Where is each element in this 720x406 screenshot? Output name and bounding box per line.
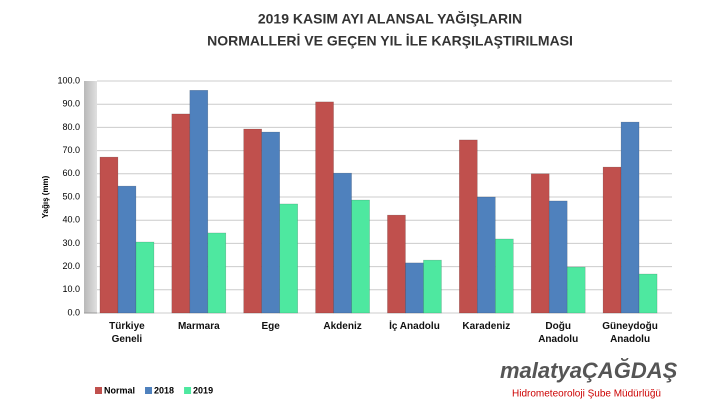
bar	[135, 241, 155, 314]
bar	[279, 203, 298, 314]
bar	[117, 185, 137, 314]
x-tick-label: Türkiye Geneli	[109, 321, 145, 345]
bar	[459, 139, 478, 314]
legend-swatch	[184, 387, 192, 394]
y-tick-label: 40.0	[62, 215, 80, 225]
chart-title: 2019 KASIM AYI ALANSAL YAĞIŞLARIN	[258, 10, 522, 27]
x-tick-label: Marmara	[177, 321, 220, 332]
bar	[530, 173, 550, 314]
bar	[333, 172, 352, 314]
bar	[171, 113, 191, 314]
y-tick-label: 30.0	[62, 238, 80, 248]
x-tick-label: Ege	[261, 321, 280, 332]
y-tick-label: 80.0	[62, 122, 80, 132]
bar	[495, 238, 514, 314]
y-tick-label: 50.0	[62, 191, 80, 201]
bar	[315, 101, 334, 314]
legend-label: Normal	[104, 385, 135, 395]
y-tick-label: 60.0	[62, 168, 80, 178]
watermark-caption: Hidrometeoroloji Şube Müdürlüğü	[512, 389, 661, 400]
y-tick-label: 20.0	[62, 261, 80, 271]
x-tick-label: İç Anadolu	[389, 321, 440, 332]
x-tick-label: Akdeniz	[323, 321, 362, 332]
bar	[620, 121, 640, 314]
bar	[423, 259, 442, 314]
legend-swatch	[95, 387, 102, 394]
bar	[243, 128, 262, 314]
legend-swatch	[145, 387, 153, 394]
y-axis-label: Yağış (mm)	[41, 175, 50, 218]
x-tick-label: Güneydoğu Anadolu	[602, 321, 658, 345]
bar	[566, 266, 586, 314]
bar	[548, 200, 568, 314]
x-tick-label: Karadeniz	[462, 321, 511, 332]
bar	[99, 156, 119, 314]
bar	[405, 262, 424, 314]
bar	[477, 196, 496, 314]
bar	[261, 131, 280, 314]
bar	[387, 214, 406, 314]
chart-title: NORMALLERİ VE GEÇEN YIL İLE KARŞILAŞTIRI…	[207, 33, 573, 49]
bar	[207, 232, 227, 314]
legend-label: 2018	[154, 385, 174, 395]
bar	[638, 273, 658, 314]
plot-wall	[84, 81, 97, 313]
x-tick-label: Doğu Anadolu	[538, 321, 579, 345]
bar	[189, 90, 209, 314]
y-tick-label: 0.0	[67, 307, 80, 317]
y-tick-label: 70.0	[62, 145, 80, 155]
legend-label: 2019	[193, 385, 213, 395]
watermark: malatyaÇAĞDAŞ	[500, 358, 678, 383]
y-tick-label: 100.0	[57, 75, 80, 85]
y-tick-label: 10.0	[62, 284, 80, 294]
y-tick-label: 90.0	[62, 99, 80, 109]
bar	[351, 199, 370, 314]
bar	[602, 166, 622, 314]
